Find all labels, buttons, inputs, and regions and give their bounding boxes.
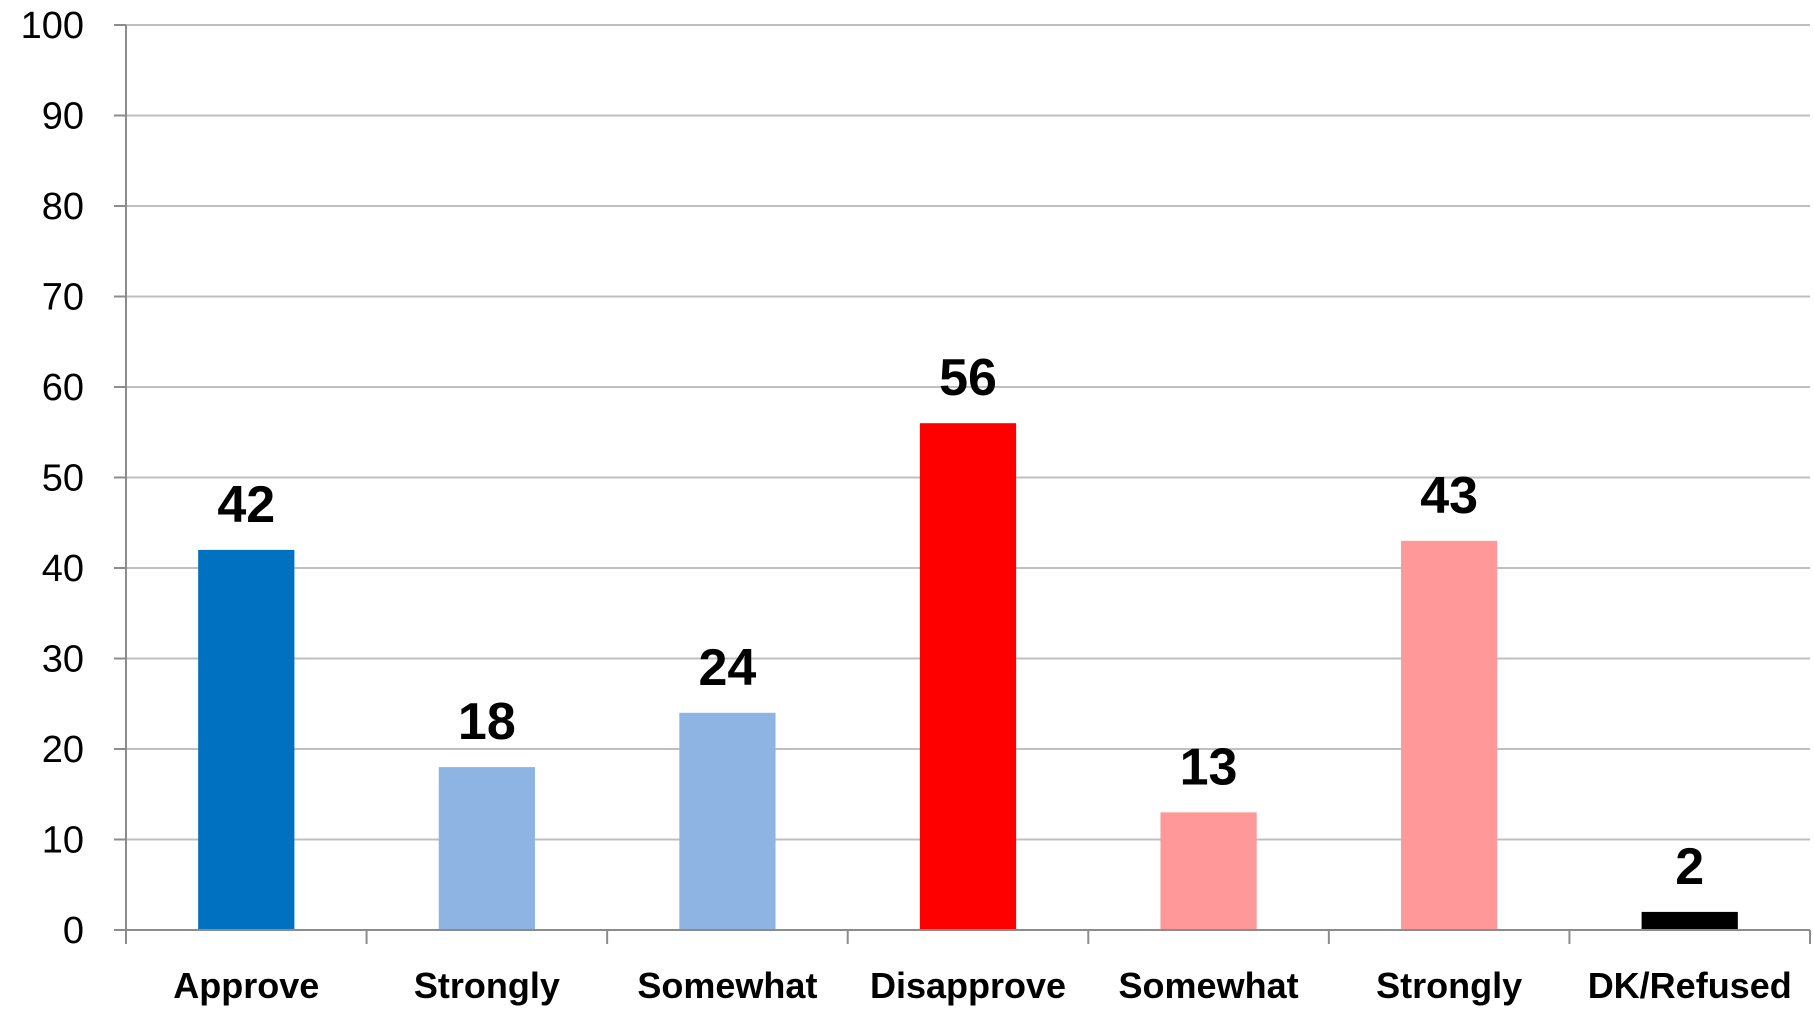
- axes: [125, 25, 1810, 944]
- y-tick-label: 50: [42, 458, 84, 500]
- y-tick-label: 10: [42, 820, 84, 862]
- data-label: 13: [1180, 738, 1238, 796]
- data-label: 24: [699, 639, 757, 697]
- bar: [1160, 812, 1257, 930]
- category-label: Strongly: [1376, 965, 1522, 1006]
- y-tick-label: 30: [42, 639, 84, 681]
- y-tick-label: 0: [63, 910, 84, 952]
- bar: [198, 549, 295, 930]
- y-tick-label: 40: [42, 548, 84, 590]
- y-tick-label: 20: [42, 729, 84, 771]
- data-label: 2: [1675, 838, 1704, 896]
- y-tick-label: 70: [42, 277, 84, 319]
- y-tick-label: 60: [42, 367, 84, 409]
- bar: [1401, 540, 1498, 930]
- y-tick-label: 80: [42, 186, 84, 228]
- bar: [679, 712, 776, 930]
- x-axis-ticks: [125, 930, 1811, 944]
- data-label: 42: [217, 476, 275, 534]
- bars: [198, 423, 1738, 930]
- category-labels: Approve Strongly Somewhat Disapprove Somewha…: [173, 965, 1791, 1006]
- data-label: 43: [1420, 467, 1478, 525]
- bar: [438, 767, 535, 930]
- data-label: 56: [939, 349, 997, 407]
- category-label: Somewhat: [637, 965, 817, 1006]
- bar: [1641, 911, 1738, 930]
- data-labels: 42 18 24 56 13 43 2: [217, 349, 1704, 896]
- data-label: 18: [458, 693, 516, 751]
- category-label: DK/Refused: [1588, 965, 1792, 1006]
- y-tick-label: 100: [21, 5, 84, 47]
- category-label: Somewhat: [1119, 965, 1299, 1006]
- bar: [919, 423, 1017, 930]
- category-label: Approve: [173, 965, 319, 1006]
- y-tick-label: 90: [42, 96, 84, 138]
- category-label: Disapprove: [870, 965, 1066, 1006]
- y-axis-ticks: 0 10 20 30 40 50 60 70 80 90 100: [21, 5, 126, 952]
- category-label: Strongly: [414, 965, 560, 1006]
